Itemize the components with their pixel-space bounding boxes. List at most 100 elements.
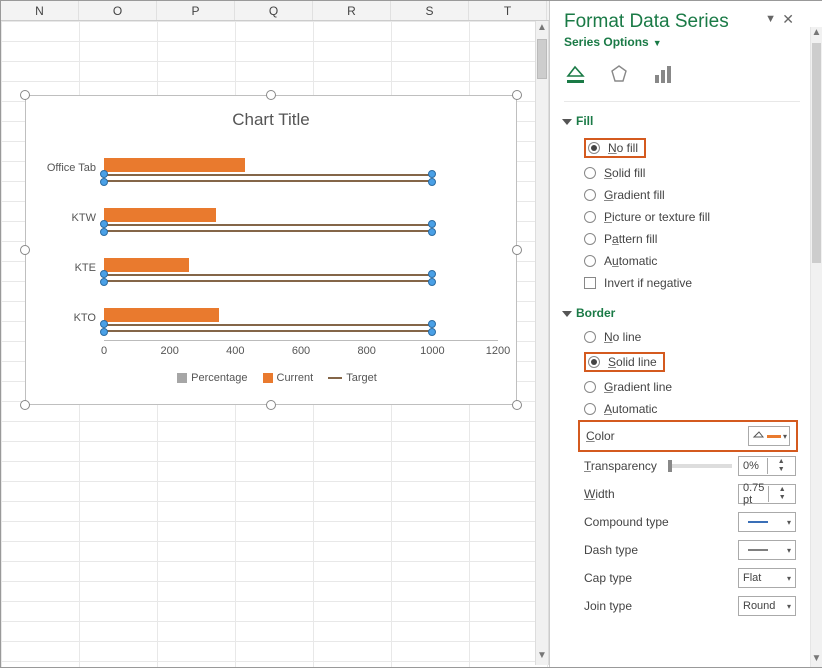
fill-automatic[interactable]: Automatic xyxy=(564,250,800,272)
col-header[interactable]: P xyxy=(157,1,235,20)
fill-gradient-fill[interactable]: Gradient fill xyxy=(564,184,800,206)
series-selection-handle[interactable] xyxy=(100,178,108,186)
border-section-header[interactable]: Border xyxy=(564,294,800,326)
col-header[interactable]: S xyxy=(391,1,469,20)
series-selection-handle[interactable] xyxy=(428,328,436,336)
bar-current[interactable] xyxy=(104,258,189,272)
transparency-input[interactable]: 0%▲▼ xyxy=(738,456,796,476)
fill-section-label: Fill xyxy=(576,114,593,128)
border-no-line[interactable]: No line xyxy=(564,326,800,348)
bar-current[interactable] xyxy=(104,158,245,172)
bar-target[interactable] xyxy=(104,324,432,332)
series-selection-handle[interactable] xyxy=(428,278,436,286)
series-selection-handle[interactable] xyxy=(100,270,108,278)
resize-handle[interactable] xyxy=(20,400,30,410)
category-label[interactable]: KTE xyxy=(36,262,96,274)
resize-handle[interactable] xyxy=(266,90,276,100)
pane-scrollbar[interactable]: ▲ ▼ xyxy=(810,27,822,667)
plot-area[interactable]: Office TabKTWKTEKTO xyxy=(104,140,498,340)
x-tick-label: 600 xyxy=(292,345,310,357)
fill-solid-fill[interactable]: Solid fill xyxy=(564,162,800,184)
legend-line-target xyxy=(328,377,342,379)
resize-handle[interactable] xyxy=(512,90,522,100)
effects-tab-icon[interactable] xyxy=(608,63,630,85)
task-pane-options-icon[interactable]: ▼ xyxy=(765,13,776,25)
border-color-control[interactable]: Color ▾ xyxy=(578,420,798,452)
series-selection-handle[interactable] xyxy=(428,270,436,278)
category-label[interactable]: KTO xyxy=(36,312,96,324)
dash-type-control: Dash type ▾ xyxy=(564,536,800,564)
resize-handle[interactable] xyxy=(266,400,276,410)
resize-handle[interactable] xyxy=(512,245,522,255)
col-header[interactable]: N xyxy=(1,1,79,20)
join-type-dropdown[interactable]: Round▾ xyxy=(738,596,796,616)
fill-picture-fill[interactable]: Picture or texture fill xyxy=(564,206,800,228)
compound-type-control: Compound type ▾ xyxy=(564,508,800,536)
close-icon[interactable]: ✕ xyxy=(782,11,794,28)
series-selection-handle[interactable] xyxy=(428,228,436,236)
series-selection-handle[interactable] xyxy=(428,178,436,186)
width-control: Width 0.75 pt▲▼ xyxy=(564,480,800,508)
bar-target[interactable] xyxy=(104,274,432,282)
transparency-slider[interactable] xyxy=(668,464,732,468)
border-automatic[interactable]: Automatic xyxy=(564,398,800,420)
chart-object[interactable]: Chart Title Office TabKTWKTEKTO 02004006… xyxy=(25,95,517,405)
series-selection-handle[interactable] xyxy=(100,320,108,328)
category-label[interactable]: KTW xyxy=(36,212,96,224)
scroll-up-icon[interactable]: ▲ xyxy=(811,27,822,41)
radio-label: No line xyxy=(604,330,641,344)
scroll-thumb[interactable] xyxy=(537,39,547,79)
border-solid-line[interactable]: Solid line xyxy=(564,348,800,376)
series-selection-handle[interactable] xyxy=(428,320,436,328)
bar-target[interactable] xyxy=(104,224,432,232)
series-selection-handle[interactable] xyxy=(100,220,108,228)
fill-line-tab-icon[interactable] xyxy=(564,63,586,85)
width-label: Width xyxy=(584,487,615,501)
series-selection-handle[interactable] xyxy=(100,170,108,178)
scroll-up-icon[interactable]: ▲ xyxy=(536,21,548,37)
border-gradient-line[interactable]: Gradient line xyxy=(564,376,800,398)
resize-handle[interactable] xyxy=(20,90,30,100)
bar-current[interactable] xyxy=(104,308,219,322)
x-tick-label: 1000 xyxy=(420,345,444,357)
radio-icon xyxy=(584,211,596,223)
col-header[interactable]: R xyxy=(313,1,391,20)
compound-type-dropdown[interactable]: ▾ xyxy=(738,512,796,532)
resize-handle[interactable] xyxy=(512,400,522,410)
color-label: Color xyxy=(586,429,615,443)
scroll-down-icon[interactable]: ▼ xyxy=(536,649,548,665)
width-input[interactable]: 0.75 pt▲▼ xyxy=(738,484,796,504)
series-options-tab-icon[interactable] xyxy=(652,63,674,85)
series-options-dropdown[interactable]: Series Options▼ xyxy=(564,35,800,61)
series-selection-handle[interactable] xyxy=(428,220,436,228)
scroll-down-icon[interactable]: ▼ xyxy=(811,653,822,667)
color-picker-button[interactable]: ▾ xyxy=(748,426,790,446)
fill-no-fill[interactable]: No fill xyxy=(564,134,800,162)
join-type-control: Join type Round▾ xyxy=(564,592,800,620)
col-header[interactable]: T xyxy=(469,1,547,20)
vertical-scrollbar[interactable]: ▲ ▼ xyxy=(535,21,549,665)
invert-if-negative[interactable]: Invert if negative xyxy=(564,272,800,294)
series-selection-handle[interactable] xyxy=(100,228,108,236)
chart-title[interactable]: Chart Title xyxy=(26,96,516,140)
legend[interactable]: Percentage Current Target xyxy=(26,366,516,384)
cell-grid[interactable]: Chart Title Office TabKTWKTEKTO 02004006… xyxy=(1,21,550,667)
category-label[interactable]: Office Tab xyxy=(36,162,96,174)
fill-section-header[interactable]: Fill xyxy=(564,102,800,134)
bar-target[interactable] xyxy=(104,174,432,182)
series-selection-handle[interactable] xyxy=(100,278,108,286)
scroll-thumb[interactable] xyxy=(812,43,821,263)
dash-type-dropdown[interactable]: ▾ xyxy=(738,540,796,560)
compound-label: Compound type xyxy=(584,515,669,529)
x-axis[interactable]: 020040060080010001200 xyxy=(104,340,498,366)
series-selection-handle[interactable] xyxy=(428,170,436,178)
radio-label: Solid line xyxy=(608,355,657,369)
bar-current[interactable] xyxy=(104,208,216,222)
cap-type-dropdown[interactable]: Flat▾ xyxy=(738,568,796,588)
resize-handle[interactable] xyxy=(20,245,30,255)
col-header[interactable]: O xyxy=(79,1,157,20)
radio-icon xyxy=(588,142,600,154)
series-selection-handle[interactable] xyxy=(100,328,108,336)
fill-pattern-fill[interactable]: Pattern fill xyxy=(564,228,800,250)
col-header[interactable]: Q xyxy=(235,1,313,20)
